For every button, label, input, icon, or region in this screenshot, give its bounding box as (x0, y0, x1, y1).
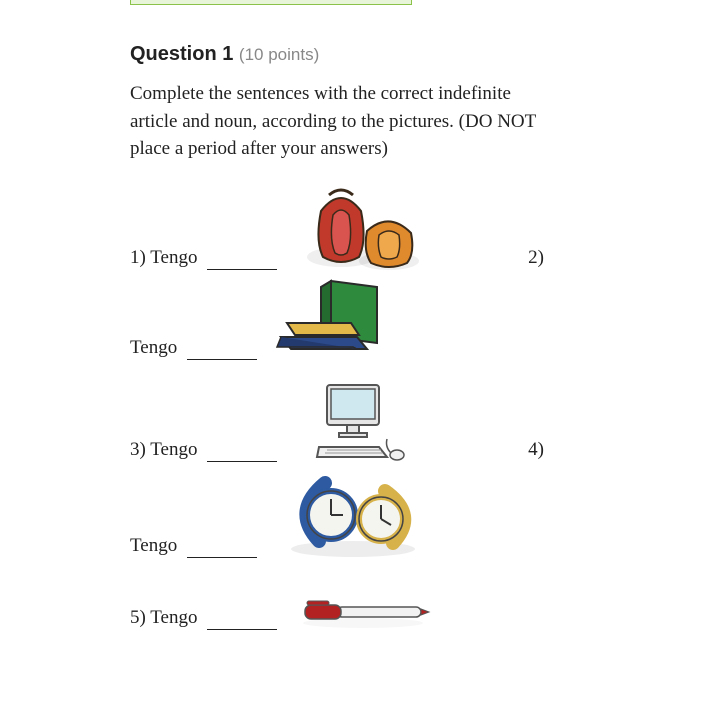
item-2-blank[interactable] (187, 338, 257, 360)
row-5: 5) Tengo (130, 589, 550, 633)
item-4-label: Tengo (130, 532, 177, 561)
question-points: (10 points) (239, 45, 319, 64)
image-pen (293, 589, 433, 633)
image-folders (269, 273, 399, 363)
page: Question 1 (10 points) Complete the sent… (0, 0, 704, 703)
item-3-label: 3) Tengo (130, 436, 197, 465)
image-backpacks (293, 181, 433, 273)
question-header: Question 1 (10 points) (130, 43, 704, 66)
instructions: Complete the sentences with the correct … (130, 80, 550, 163)
item-4-blank[interactable] (187, 536, 257, 558)
item-1-label: 1) Tengo (130, 244, 197, 273)
row-2: Tengo (130, 273, 550, 363)
top-banner (130, 0, 412, 5)
row-1: 1) Tengo 2) (130, 181, 550, 273)
item-1-tail: 2) (528, 244, 550, 273)
item-1-blank[interactable] (207, 248, 277, 270)
item-3-blank[interactable] (207, 440, 277, 462)
row-3: 3) Tengo 4) (130, 377, 550, 465)
item-5-label: 5) Tengo (130, 604, 197, 633)
image-watches (273, 465, 433, 561)
item-5-blank[interactable] (207, 608, 277, 630)
item-3-tail: 4) (528, 436, 550, 465)
item-2-label: Tengo (130, 334, 177, 363)
row-4: Tengo (130, 465, 550, 561)
image-computer (301, 377, 411, 465)
question-title: Question 1 (130, 43, 233, 65)
content: 1) Tengo 2) Tengo (130, 181, 550, 633)
